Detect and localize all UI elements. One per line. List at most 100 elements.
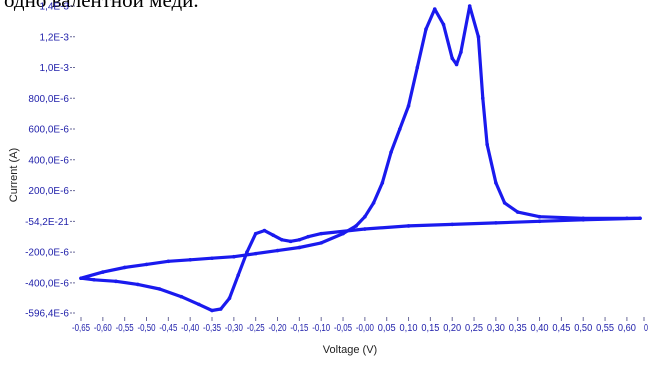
y-tick-label: 800,0E-6 xyxy=(28,94,69,105)
data-point xyxy=(515,210,520,214)
y-tick-label: -200,0E-6 xyxy=(25,248,69,259)
data-point xyxy=(232,254,236,259)
data-point xyxy=(363,214,367,219)
data-point xyxy=(494,221,498,225)
data-point xyxy=(450,56,455,61)
data-point xyxy=(581,217,586,222)
x-tick-label: -0,10 xyxy=(312,323,330,334)
x-tick-label: -0,30 xyxy=(225,323,243,334)
x-tick-label: 0,20 xyxy=(443,323,461,334)
data-point xyxy=(371,201,376,205)
x-tick-label: 0,30 xyxy=(487,323,505,334)
x-tick-label: -0,40 xyxy=(181,323,199,334)
data-point xyxy=(280,237,284,242)
data-point xyxy=(406,104,411,108)
x-tick-label: 0,05 xyxy=(378,323,396,334)
x-tick-label: -0,55 xyxy=(116,323,134,334)
data-point xyxy=(262,228,267,233)
data-point xyxy=(467,4,472,8)
data-point xyxy=(157,287,162,291)
x-tick-label: -0,15 xyxy=(290,323,308,334)
data-series-line xyxy=(79,216,642,313)
data-point xyxy=(210,308,214,313)
data-point xyxy=(638,216,642,221)
data-point xyxy=(271,233,275,237)
x-tick-label: -0,50 xyxy=(138,323,156,334)
data-point xyxy=(218,307,223,311)
data-point xyxy=(494,181,498,185)
data-point xyxy=(454,62,459,67)
x-tick-label: -0,35 xyxy=(203,323,221,334)
x-tick-label: 0,25 xyxy=(465,323,483,334)
x-tick-label: 0,55 xyxy=(596,323,614,334)
y-tick-label: 600,0E-6 xyxy=(28,125,69,136)
x-tick-label: 0,50 xyxy=(574,323,592,334)
data-point xyxy=(253,251,258,256)
data-point xyxy=(480,96,485,101)
data-point xyxy=(101,270,105,274)
data-point xyxy=(476,34,481,39)
data-point xyxy=(432,7,437,11)
data-point xyxy=(415,65,420,70)
x-tick-label: 0,10 xyxy=(400,323,418,334)
y-tick-label: 1,0E-3 xyxy=(40,63,70,74)
plot-area xyxy=(79,4,642,313)
x-tick-label: -0,65 xyxy=(72,323,90,334)
x-tick-label: 0,60 xyxy=(618,323,636,334)
x-tick-label: -0,25 xyxy=(247,323,265,334)
data-point xyxy=(450,222,455,227)
data-point xyxy=(288,239,293,244)
x-axis: -0,65 -0,60 -0,55 -0,50 -0,45 -0,40 -0,35 -0,30… xyxy=(72,317,648,334)
x-tick-label: -0,60 xyxy=(94,323,112,334)
data-point xyxy=(406,224,411,228)
data-point xyxy=(424,27,428,31)
data-point xyxy=(144,262,149,267)
data-point xyxy=(79,276,83,281)
x-tick-label: 0,45 xyxy=(552,323,570,334)
y-axis: 1,4E-3 1,2E-3 1,0E-3 800,0E-6 600,0E-6 400,0E… xyxy=(25,2,76,320)
x-tick-label: -0,45 xyxy=(159,323,177,334)
x-tick-label: -0,00 xyxy=(356,323,374,334)
x-tick-label: 0,35 xyxy=(509,323,527,334)
y-axis-title: Current (A) xyxy=(8,148,20,202)
x-tick-label: 0, xyxy=(644,323,648,334)
data-point xyxy=(502,201,507,205)
data-point xyxy=(319,241,323,245)
data-point xyxy=(354,224,358,228)
y-tick-label: -54,2E-21 xyxy=(25,217,69,228)
data-point xyxy=(188,257,192,262)
x-tick-label: 0,40 xyxy=(531,323,549,334)
data-point xyxy=(210,256,214,261)
data-point xyxy=(363,227,367,231)
x-tick-label: -0,05 xyxy=(334,323,352,334)
data-point xyxy=(197,302,201,307)
y-tick-label: 1,4E-3 xyxy=(40,2,70,13)
document-text: одно валентной меди. xyxy=(4,0,199,12)
data-point xyxy=(253,231,258,236)
data-point xyxy=(122,265,127,270)
data-point xyxy=(459,50,463,54)
data-point xyxy=(166,259,171,264)
data-point xyxy=(537,219,542,224)
data-point xyxy=(537,214,542,219)
data-series-line xyxy=(79,4,642,280)
y-tick-label: -596,4E-6 xyxy=(25,309,69,320)
data-point xyxy=(306,234,310,239)
data-point xyxy=(179,294,184,299)
x-tick-label: 0,15 xyxy=(421,323,439,334)
data-point xyxy=(297,245,302,250)
data-point xyxy=(319,231,323,236)
y-tick-label: 400,0E-6 xyxy=(28,155,69,166)
data-point xyxy=(275,248,280,253)
data-point xyxy=(441,22,446,27)
data-point xyxy=(236,273,241,277)
data-point xyxy=(389,150,393,154)
data-point xyxy=(380,181,385,185)
y-tick-label: 200,0E-6 xyxy=(28,186,69,197)
data-point xyxy=(92,277,96,282)
y-tick-label: -400,0E-6 xyxy=(25,278,69,289)
data-point xyxy=(398,127,402,131)
data-point xyxy=(135,282,140,287)
y-tick-label: 1,2E-3 xyxy=(40,32,70,43)
